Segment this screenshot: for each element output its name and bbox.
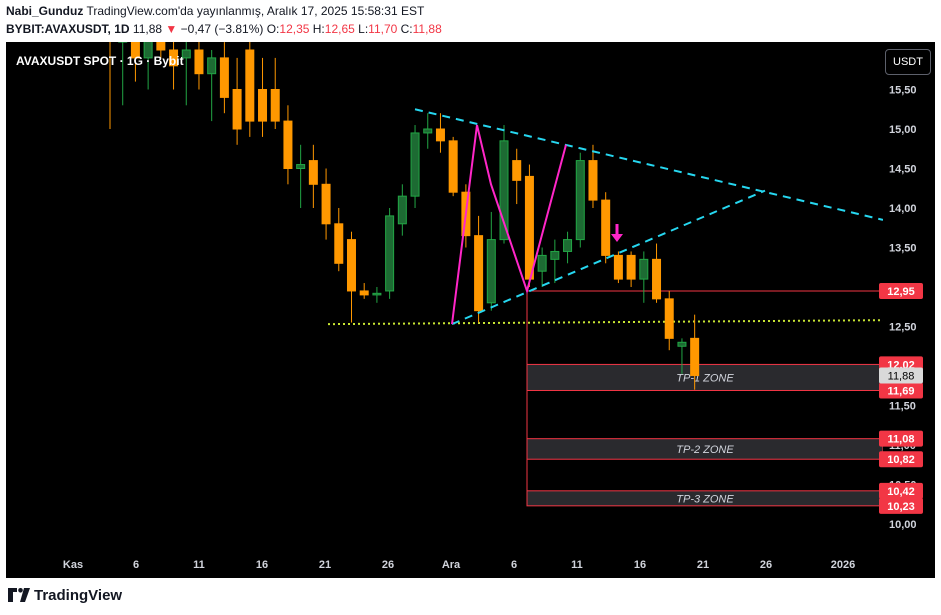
low-value: 11,70: [368, 22, 398, 36]
high-value: 12,65: [324, 22, 355, 36]
brand-name: TradingView: [34, 587, 123, 604]
publish-info: Nabi_Gunduz TradingView.com'da yayınlanm…: [6, 4, 424, 18]
open-label: O:: [266, 22, 280, 36]
close-value: 11,88: [412, 22, 442, 36]
price-change: −0,47 (−3.81%): [180, 22, 264, 36]
symbol-name: BYBIT:AVAXUSDT, 1D: [6, 22, 130, 36]
author-name: Nabi_Gunduz: [6, 4, 84, 18]
low-label: L:: [358, 22, 369, 36]
change-arrow: ▼: [165, 22, 178, 36]
tradingview-logo-icon: [8, 588, 30, 602]
chart-symbol-label: AVAXUSDT SPOT · 1G · Bybit: [16, 54, 184, 68]
publish-date: TradingView.com'da yayınlanmış, Aralık 1…: [86, 4, 425, 18]
price-axis[interactable]: [883, 42, 935, 550]
chart-area[interactable]: [6, 42, 883, 550]
ohlc-header: BYBIT:AVAXUSDT, 1D 11,88 ▼ −0,47 (−3.81%…: [6, 22, 442, 36]
close-label: C:: [400, 22, 413, 36]
currency-button[interactable]: USDT: [885, 49, 931, 75]
high-label: H:: [312, 22, 325, 36]
time-axis[interactable]: [6, 550, 935, 578]
open-value: 12,35: [279, 22, 310, 36]
brand-footer: TradingView: [8, 587, 122, 604]
last-price: 11,88: [132, 22, 163, 36]
